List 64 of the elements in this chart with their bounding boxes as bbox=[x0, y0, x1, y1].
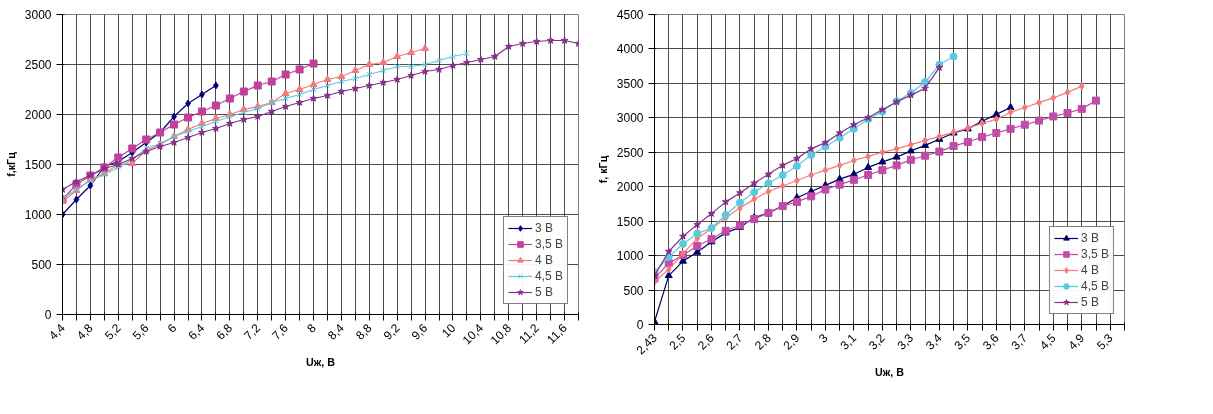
x-tick-label: 5,6 bbox=[129, 320, 152, 343]
x-tick-label: 2,9 bbox=[780, 330, 803, 353]
y-tick-label: 3000 bbox=[616, 111, 644, 126]
y-tick-label: 0 bbox=[636, 318, 644, 332]
x-tick-label: 3,5 bbox=[951, 330, 974, 353]
x-tick-label: 4,9 bbox=[1065, 330, 1088, 353]
x-tick-label: 4,5 bbox=[1036, 330, 1059, 353]
x-tick-label: 11,6 bbox=[544, 320, 571, 347]
y-axis-title: f,кГц bbox=[4, 151, 17, 177]
x-tick-label: 5,2 bbox=[101, 320, 124, 343]
x-tick-label: 3,7 bbox=[1008, 330, 1031, 353]
x-tick-label: 5,3 bbox=[1093, 330, 1116, 353]
x-tick-label: 8 bbox=[304, 320, 320, 336]
y-tick-label: 1000 bbox=[616, 249, 644, 264]
y-tick-label: 2000 bbox=[616, 180, 644, 195]
x-tick-label: 3,6 bbox=[979, 330, 1002, 353]
legend-label: 3 В bbox=[1080, 231, 1100, 245]
x-tick-label: 7,6 bbox=[269, 320, 292, 343]
x-tick-label: 7,2 bbox=[241, 320, 264, 343]
x-tick-label: 8,4 bbox=[325, 320, 347, 343]
x-tick-label: 2,6 bbox=[695, 330, 717, 353]
y-tick-label: 4000 bbox=[616, 42, 644, 57]
x-tick-label: 4,8 bbox=[74, 320, 96, 343]
x-axis-title: Uж, В bbox=[306, 356, 336, 369]
legend-label: 4,5 В bbox=[1080, 279, 1109, 293]
legend-label: 3,5 В bbox=[534, 237, 563, 251]
legend-label: 4 В bbox=[534, 253, 554, 267]
x-tick-label: 3,1 bbox=[837, 330, 860, 353]
x-tick-label: 6 bbox=[164, 320, 180, 336]
y-tick-label: 500 bbox=[623, 283, 644, 298]
x-tick-label: 3,2 bbox=[865, 330, 888, 353]
x-tick-label: 2,7 bbox=[723, 330, 746, 353]
y-tick-label: 0 bbox=[44, 308, 52, 322]
x-tick-label: 3,3 bbox=[894, 330, 917, 353]
y-tick-label: 500 bbox=[31, 258, 52, 272]
x-tick-label: 8,8 bbox=[352, 320, 375, 343]
legend-label: 3,5 В bbox=[1080, 247, 1109, 261]
y-tick-label: 3500 bbox=[616, 76, 644, 91]
y-tick-label: 1000 bbox=[24, 208, 52, 222]
x-tick-label: 11,2 bbox=[516, 320, 543, 347]
x-tick-label: 4,4 bbox=[46, 320, 69, 343]
legend-label: 5 В bbox=[534, 285, 554, 299]
legend-label: 3 В bbox=[534, 221, 554, 235]
x-tick-label: 3,4 bbox=[922, 330, 945, 353]
y-tick-label: 4500 bbox=[616, 8, 644, 22]
y-tick-label: 1500 bbox=[24, 158, 52, 172]
y-tick-label: 2500 bbox=[24, 58, 52, 72]
x-tick-label: 9,6 bbox=[408, 320, 431, 343]
x-tick-label: 6,4 bbox=[185, 320, 208, 343]
x-tick-label: 9,2 bbox=[380, 320, 403, 343]
x-axis-title: Uж, В bbox=[875, 366, 905, 379]
legend-label: 4,5 В bbox=[534, 269, 563, 283]
y-tick-label: 2000 bbox=[24, 108, 52, 122]
x-tick-label: 2,5 bbox=[666, 330, 689, 353]
legend-label: 5 В bbox=[1080, 295, 1100, 309]
x-tick-label: 2,8 bbox=[752, 330, 774, 353]
x-tick-label: 10 bbox=[438, 320, 459, 341]
legend-label: 4 В bbox=[1080, 263, 1100, 277]
y-axis-title: f, кГц bbox=[596, 155, 609, 184]
y-tick-label: 3000 bbox=[24, 8, 52, 22]
y-tick-label: 1500 bbox=[616, 214, 644, 229]
y-tick-label: 2500 bbox=[616, 145, 644, 160]
x-tick-label: 3 bbox=[816, 330, 831, 346]
x-tick-label: 6,8 bbox=[213, 320, 236, 343]
